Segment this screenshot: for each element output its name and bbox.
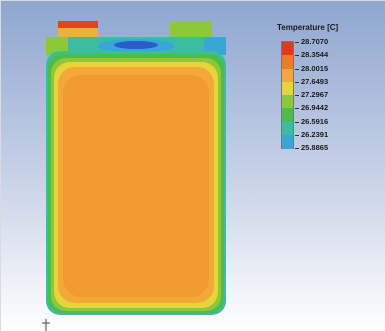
legend-label: 25.8865 [301, 143, 329, 152]
legend-label: 28.0015 [301, 63, 329, 73]
legend-tick [295, 55, 299, 57]
legend-tick [295, 95, 299, 96]
color-legend: Temperature [C] 28.7070 28.3544 28.0015 27.… [271, 23, 381, 163]
cell-top-strip-right [204, 37, 226, 55]
legend-tick [295, 148, 299, 149]
legend-swatch [282, 95, 293, 109]
legend-label: 28.7070 [301, 37, 329, 46]
legend-label: 27.6493 [301, 76, 329, 86]
cell-top-strip-left [46, 37, 68, 55]
legend-swatch [282, 108, 293, 122]
legend-tick [295, 108, 299, 110]
legend-label: 26.5916 [301, 116, 329, 126]
legend-swatch [282, 81, 293, 96]
legend-tick [295, 42, 299, 43]
legend-label: 28.3544 [301, 50, 329, 60]
legend-tick [295, 81, 299, 83]
legend-swatch [282, 121, 293, 136]
positive-terminal-hot-region [58, 21, 98, 28]
negative-terminal [170, 21, 212, 37]
legend-swatch [282, 55, 293, 69]
legend-title: Temperature [C] [277, 23, 339, 32]
temperature-band-28-3 [63, 75, 209, 297]
legend-tick [295, 121, 299, 123]
legend-label: 26.9442 [301, 103, 329, 113]
legend-tick [295, 68, 299, 70]
legend-tick [295, 134, 299, 136]
legend-color-bar [281, 41, 294, 149]
cold-spot-inner [114, 41, 158, 49]
legend-label: 26.2391 [301, 129, 329, 139]
legend-swatch [282, 68, 293, 83]
legend-swatch [282, 134, 293, 149]
legend-swatch [282, 42, 293, 56]
legend-label: 27.2967 [301, 90, 329, 99]
